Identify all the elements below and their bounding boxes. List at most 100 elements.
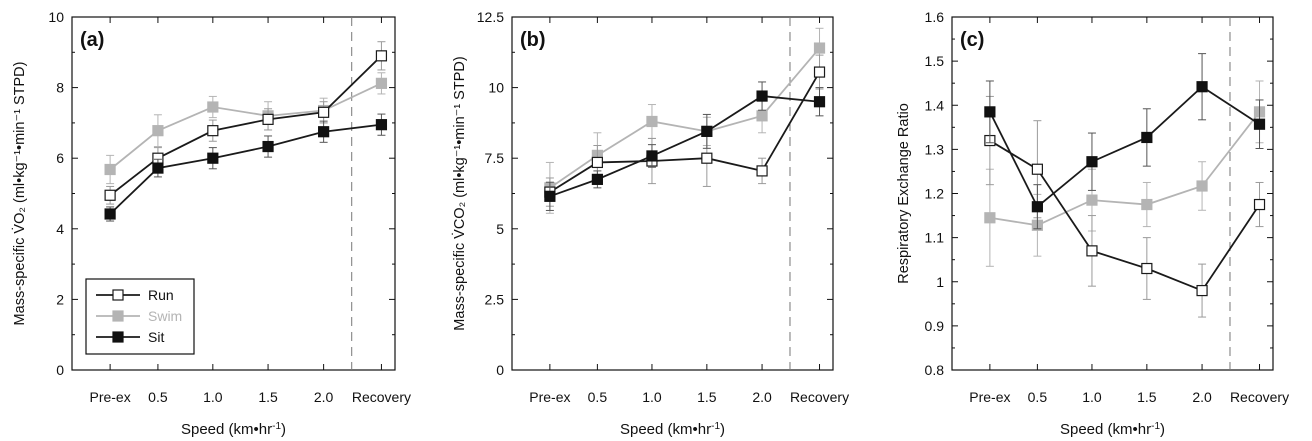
x-axis-title: Speed (km•hr-1): [1060, 421, 1165, 439]
legend-marker: [112, 289, 124, 301]
y-tick-label: 2.5: [485, 291, 505, 307]
y-tick-label: 0.9: [925, 318, 945, 334]
series-run: [984, 95, 1266, 318]
panel-c: 0.8 0.9 1 1.1 1.2 1.3 1.4 1.5 1.6 Pre-ex 0.5 1.0 1.5…: [896, 9, 1289, 438]
y-tick-label: 8: [56, 80, 64, 96]
data-point-run: [375, 50, 388, 62]
data-point-swim: [646, 115, 658, 128]
y-axis-title: Mass-specific V̇CO₂ (ml•kg⁻¹•min⁻¹ STPD): [451, 56, 468, 330]
data-point-sit: [152, 162, 164, 174]
data-point-sit: [646, 150, 658, 162]
data-point-run: [1141, 262, 1153, 275]
panel-a: 0 2 4 6 8 10 Pre-ex 0.5 1.0 1.5 2.0 Recovery (a) Spee…: [11, 9, 411, 438]
legend-marker: [112, 310, 124, 322]
x-tick-label-recovery: Recovery: [790, 389, 849, 405]
panel-b: 0 2.5 5 7.5 10 12.5 Pre-ex 0.5 1.0 1.5 2.0 Recovery…: [451, 9, 849, 438]
y-tick-label: 0.8: [925, 362, 945, 378]
x-axis-title-text: Speed (km•hr: [1060, 421, 1151, 438]
panel-label: (b): [520, 29, 546, 51]
y-tick-label: 10: [48, 9, 64, 25]
data-point-sit: [104, 208, 116, 220]
x-tick-label-recovery: Recovery: [1230, 389, 1289, 405]
series-line: [989, 139, 1261, 292]
x-axis-title-text: Speed (km•hr: [181, 421, 272, 438]
data-point-sit: [318, 126, 330, 138]
y-tick-label: 1.1: [925, 230, 945, 246]
data-point-swim: [756, 110, 768, 122]
series-line: [549, 71, 821, 193]
series-swim: [544, 27, 826, 214]
data-point-swim: [1196, 180, 1208, 192]
y-tick-label: 1.2: [925, 186, 945, 202]
x-tick-label-2-0: 2.0: [752, 389, 772, 405]
panel-label: (c): [960, 29, 984, 51]
y-tick-label: 2: [56, 291, 64, 307]
data-point-swim: [1086, 194, 1098, 206]
x-tick-label-0-5: 0.5: [588, 389, 608, 405]
series-swim: [984, 80, 1266, 267]
legend-label-run: Run: [148, 287, 174, 303]
x-tick-label-2-0: 2.0: [1192, 389, 1212, 405]
legend-label-sit: Sit: [148, 329, 164, 345]
y-tick-label: 5: [496, 221, 504, 237]
x-tick-label-1-0: 1.0: [642, 389, 662, 405]
data-point-sit: [1196, 81, 1208, 93]
panel-label: (a): [80, 29, 104, 51]
data-point-sit: [984, 106, 996, 118]
x-axis-title: Speed (km•hr-1): [620, 421, 725, 439]
series-run: [104, 41, 388, 205]
y-tick-label: 1.3: [925, 141, 945, 157]
data-point-sit: [262, 140, 274, 153]
legend-marker: [112, 331, 124, 343]
data-point-run: [1031, 163, 1043, 175]
data-point-run: [813, 66, 826, 78]
x-tick-label-0-5: 0.5: [1028, 389, 1048, 405]
series-sit: [984, 53, 1266, 230]
data-point-swim: [207, 101, 219, 113]
data-point-sit: [1031, 201, 1043, 213]
x-tick-label-1-0: 1.0: [203, 389, 223, 405]
series-line: [109, 55, 383, 196]
data-point-run: [1086, 245, 1098, 257]
x-axis-title-sup: -1: [711, 421, 720, 432]
data-point-swim: [1141, 198, 1153, 211]
data-point-run: [318, 106, 330, 118]
x-axis-title-text: Speed (km•hr: [620, 421, 711, 438]
y-axis-title: Respiratory Exchange Ratio: [896, 103, 912, 284]
y-tick-label: 6: [56, 150, 64, 166]
x-tick-label-pre-ex: Pre-ex: [89, 389, 130, 405]
x-tick-label-1-5: 1.5: [697, 389, 717, 405]
x-tick-label-1-5: 1.5: [258, 389, 278, 405]
y-tick-label: 0: [56, 362, 64, 378]
data-point-sit: [1086, 156, 1098, 168]
data-point-swim: [984, 212, 996, 224]
data-point-sit: [207, 152, 219, 164]
y-tick-label: 7.5: [485, 150, 505, 166]
data-point-run: [591, 156, 603, 169]
x-tick-label-0-5: 0.5: [148, 389, 168, 405]
series-sit: [544, 81, 826, 211]
x-tick-label-pre-ex: Pre-ex: [969, 389, 1010, 405]
series-sit: [104, 113, 388, 222]
data-point-sit: [756, 90, 768, 102]
series-line: [549, 47, 821, 189]
y-tick-label: 4: [56, 221, 64, 237]
data-point-sit: [813, 96, 826, 108]
x-axis-title-tail: ): [281, 421, 286, 438]
data-point-run: [1253, 198, 1266, 211]
series-line: [989, 85, 1261, 209]
y-tick-label: 12.5: [477, 9, 504, 25]
x-axis-title-tail: ): [1160, 421, 1165, 438]
x-axis-title-tail: ): [720, 421, 725, 438]
data-point-run: [262, 113, 274, 125]
x-tick-label-1-0: 1.0: [1082, 389, 1102, 405]
x-tick-label-2-0: 2.0: [314, 389, 334, 405]
data-point-sit: [375, 119, 388, 131]
data-point-swim: [104, 163, 116, 176]
x-axis-title: Speed (km•hr-1): [181, 421, 286, 439]
series-line: [989, 111, 1261, 227]
data-point-swim: [813, 42, 826, 54]
data-point-sit: [1141, 131, 1153, 144]
data-point-sit: [544, 190, 556, 202]
data-point-run: [701, 152, 713, 164]
